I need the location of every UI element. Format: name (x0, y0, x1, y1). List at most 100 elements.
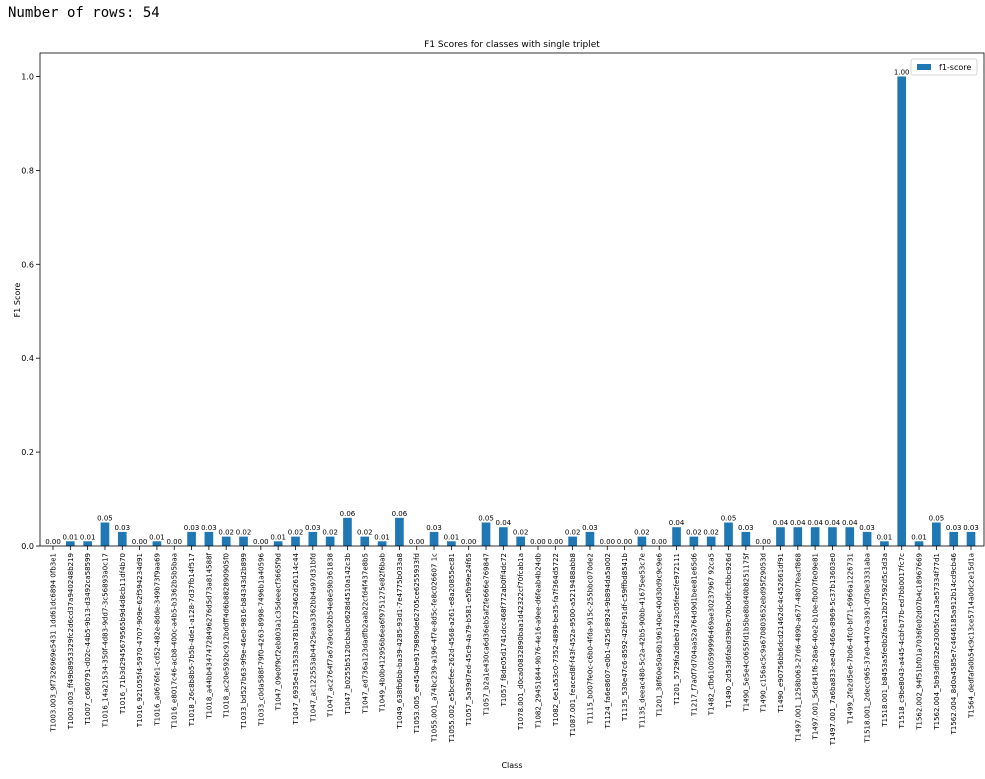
bar (481, 522, 491, 546)
x-tick-label: T1135_deeac480-5c2a-42b5-90bb-41675ee53c… (638, 553, 646, 729)
x-tick-label: T1201_5729fa2dbeb7423c05fee2fe972111 (673, 553, 681, 706)
legend-box (910, 58, 978, 76)
bar (672, 527, 681, 546)
bar-value-label: 0.04 (825, 519, 841, 527)
x-tick-label: T1497.001_7a6ba833-ae40-466a-8969-5c37b1… (829, 553, 837, 746)
bar-value-label: 0.03 (582, 524, 598, 532)
x-tick-label: T1018_ac20e592bc912bddff4d6b882890905f0 (223, 553, 231, 719)
bar (689, 536, 699, 546)
x-tick-label: T1057_5a39d7ed-45c9-4a79-b581-e5fb99e24f… (465, 553, 473, 727)
bar (862, 531, 872, 546)
bar (100, 522, 110, 546)
row-count-text: Number of rows: 54 (8, 5, 160, 21)
x-tick-label: T1016_e8017c46-acb8-400c-a4b5-b3362b5b5b… (171, 553, 179, 730)
bar-value-label: 1.00 (894, 68, 910, 76)
bar-value-label: 0.00 (132, 538, 148, 546)
bar-value-label: 0.01 (911, 533, 927, 541)
bar (724, 522, 733, 546)
bar-value-label: 0.00 (253, 538, 269, 546)
bar-value-label: 0.00 (45, 538, 61, 546)
bar-value-label: 0.00 (166, 538, 182, 546)
value-labels: 0.000.01 0.010.050.030.000.010.000.03 0.03… (45, 68, 979, 546)
x-tick-label: T1018_26c8b8b5-7b5b-4de1-a128-7d37fb14f5… (188, 553, 196, 727)
y-tick-label: 0.8 (21, 166, 34, 175)
x-tick-label: T1490_5e5e4c0655fd1b5be8bd40b8251175f (742, 552, 750, 712)
bar-value-label: 0.02 (703, 529, 719, 537)
plot-frame (39, 52, 985, 547)
bar (204, 531, 214, 546)
bar-value-label: 0.03 (963, 524, 979, 532)
bar (273, 541, 283, 546)
x-tick-label: T1499_2fe2d5e6-7b06-4fc0-bf71-6966a12267… (846, 553, 854, 725)
bar (932, 522, 941, 546)
bar (637, 536, 647, 546)
x-axis-label: Class (501, 761, 522, 770)
bar-value-label: 0.02 (634, 529, 650, 537)
x-tick-label: T1016_71b3d2945679565b9d4d8cb11df4b70 (119, 553, 127, 715)
bar (291, 536, 300, 546)
bar-value-label: 0.04 (773, 519, 789, 527)
bar-value-label: 0.05 (721, 515, 737, 523)
x-tick-label: T1490_c156ac5c9a670803652ebd95f29053d (760, 553, 768, 713)
bar (117, 531, 127, 546)
x-tick-label: T1047_ac2764f7a67a9ce92b54e8e59b361838 (327, 553, 335, 718)
bar-value-label: 0.01 (80, 533, 96, 541)
x-tick-label: T1124_fa6e8607-e0b1-425d-8924-9b894da5a0… (604, 553, 612, 729)
x-tick-label: T1053.005_ee454be9179890de62705ce6255933… (413, 553, 421, 734)
y-tick-label: 0.6 (21, 260, 34, 269)
bar-value-label: 0.03 (738, 524, 754, 532)
bar (239, 536, 248, 546)
bar-value-label: 0.01 (374, 533, 390, 541)
x-tick-label: T1033_c0da588f-79f0-4263-8998-7496b1a405… (257, 552, 265, 726)
bar (810, 527, 820, 546)
x-tick-label: T1082_29451844-9b76-4e16-a9ee-d6feab4b24… (534, 552, 542, 729)
bar-value-label: 0.00 (617, 538, 633, 546)
bar-value-label: 0.00 (409, 538, 425, 546)
bar (447, 541, 456, 546)
bar (585, 531, 595, 546)
bar-value-label: 0.03 (305, 524, 321, 532)
bar (845, 527, 855, 546)
x-tick-label: T1016_a0676fe1-cd52-482e-8dde-349b73f9aa… (153, 553, 161, 727)
x-tick-label: T1016_14a21534-350f-4d83-9dd7-3c56893a0c… (101, 553, 109, 728)
bar (152, 541, 162, 546)
bar (966, 531, 976, 546)
bar (343, 517, 352, 546)
bar (568, 536, 577, 546)
legend-swatch (917, 64, 931, 70)
bar-value-label: 0.00 (755, 538, 771, 546)
x-tick-label: T1562.004_5b93df032e23005fc21a3e57334f77… (933, 553, 941, 731)
bar-value-label: 0.02 (357, 529, 373, 537)
x-tick-label: T1047_ac122553ab4425eaa3362bb4a97d31bfd (309, 553, 317, 723)
x-tick-label: T1055.001_a74bc239-a196-4f7e-8d5c-fe8c02… (431, 553, 439, 743)
x-tick-label: T1057_f8de05d1741dcc468f772ab0ff4dc72 (500, 553, 508, 707)
bar-value-label: 0.02 (513, 529, 529, 537)
bar (776, 527, 785, 546)
x-tick-label: T1003.003_9f7326969e5431 1dd61dc6894 0fb… (49, 553, 57, 733)
y-tick-label: 0.0 (21, 542, 34, 551)
y-axis-label: F1 Score (13, 283, 22, 318)
bar-value-label: 0.00 (599, 538, 615, 546)
x-tick-label: T1018_a44bb43474728496276d5d73a814588f (205, 552, 213, 719)
bar-value-label: 0.05 (97, 515, 113, 523)
bar-value-label: 0.03 (946, 524, 962, 532)
x-tick-label: T1055.002_e5bcefee-262d-4568-a261-e8a208… (448, 553, 456, 743)
x-tick-label: T1490_2d53d6fabd39b9c70b0dfccfbbc926d (725, 553, 733, 709)
x-tick-label: T1518.001_b8453a5fe0b2faea12b27592d5c3d3… (881, 553, 889, 728)
bar-value-label: 0.00 (651, 538, 667, 546)
bar-value-label: 0.04 (807, 519, 823, 527)
bar-value-label: 0.03 (859, 524, 875, 532)
y-tick-label: 0.2 (21, 448, 34, 457)
x-tick-label: T1562.002_94f51bf01a7036fe02d07b4c189676… (916, 553, 924, 731)
y-axis: 0.0 0.2 0.4 0.6 0.8 1.0 (21, 72, 40, 551)
bar (828, 527, 837, 546)
x-tick-label: T1082_6e1a53c0-7352-4899-be35-fa7f364d57… (552, 553, 560, 727)
bar (741, 531, 751, 546)
bars (65, 76, 976, 546)
bar-value-label: 0.06 (392, 510, 408, 518)
bar-value-label: 0.02 (288, 529, 304, 537)
x-tick-label: T1490_e90756bb6dcd21462dc4c452661df91 (777, 553, 785, 714)
bar-value-label: 0.04 (842, 519, 858, 527)
bar-value-label: 0.04 (669, 519, 685, 527)
